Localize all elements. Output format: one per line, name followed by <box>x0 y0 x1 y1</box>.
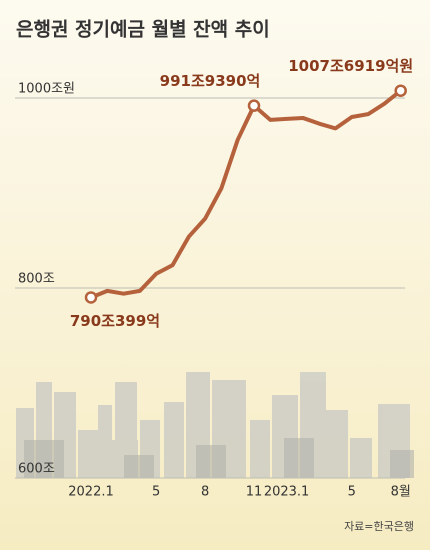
y-tick-label: 800조 <box>18 272 55 287</box>
point-marker <box>394 84 407 97</box>
y-tick-label: 1000조원 <box>18 82 75 97</box>
chart-title: 은행권 정기예금 월별 잔액 추이 <box>16 19 270 41</box>
x-tick-label: 11 <box>246 485 263 500</box>
x-tick-label: 2023.1 <box>264 485 310 500</box>
point-marker <box>84 291 98 304</box>
x-tick-label: 5 <box>152 485 160 500</box>
annotation: 790조399억 <box>70 312 160 330</box>
source: 자료=한국은행 <box>344 520 414 533</box>
skyline-front <box>24 438 414 478</box>
annotation: 1007조6919억원 <box>288 57 413 75</box>
x-tick-label: 5 <box>348 485 356 500</box>
x-tick-label: 2022.1 <box>68 485 114 500</box>
y-tick-label: 600조 <box>18 462 55 477</box>
skyline <box>16 372 410 478</box>
annotation: 991조9390억 <box>160 72 261 90</box>
x-tick-label: 8월 <box>391 485 411 500</box>
point-marker <box>247 99 261 112</box>
x-tick-label: 8 <box>201 485 209 500</box>
line <box>90 89 402 300</box>
